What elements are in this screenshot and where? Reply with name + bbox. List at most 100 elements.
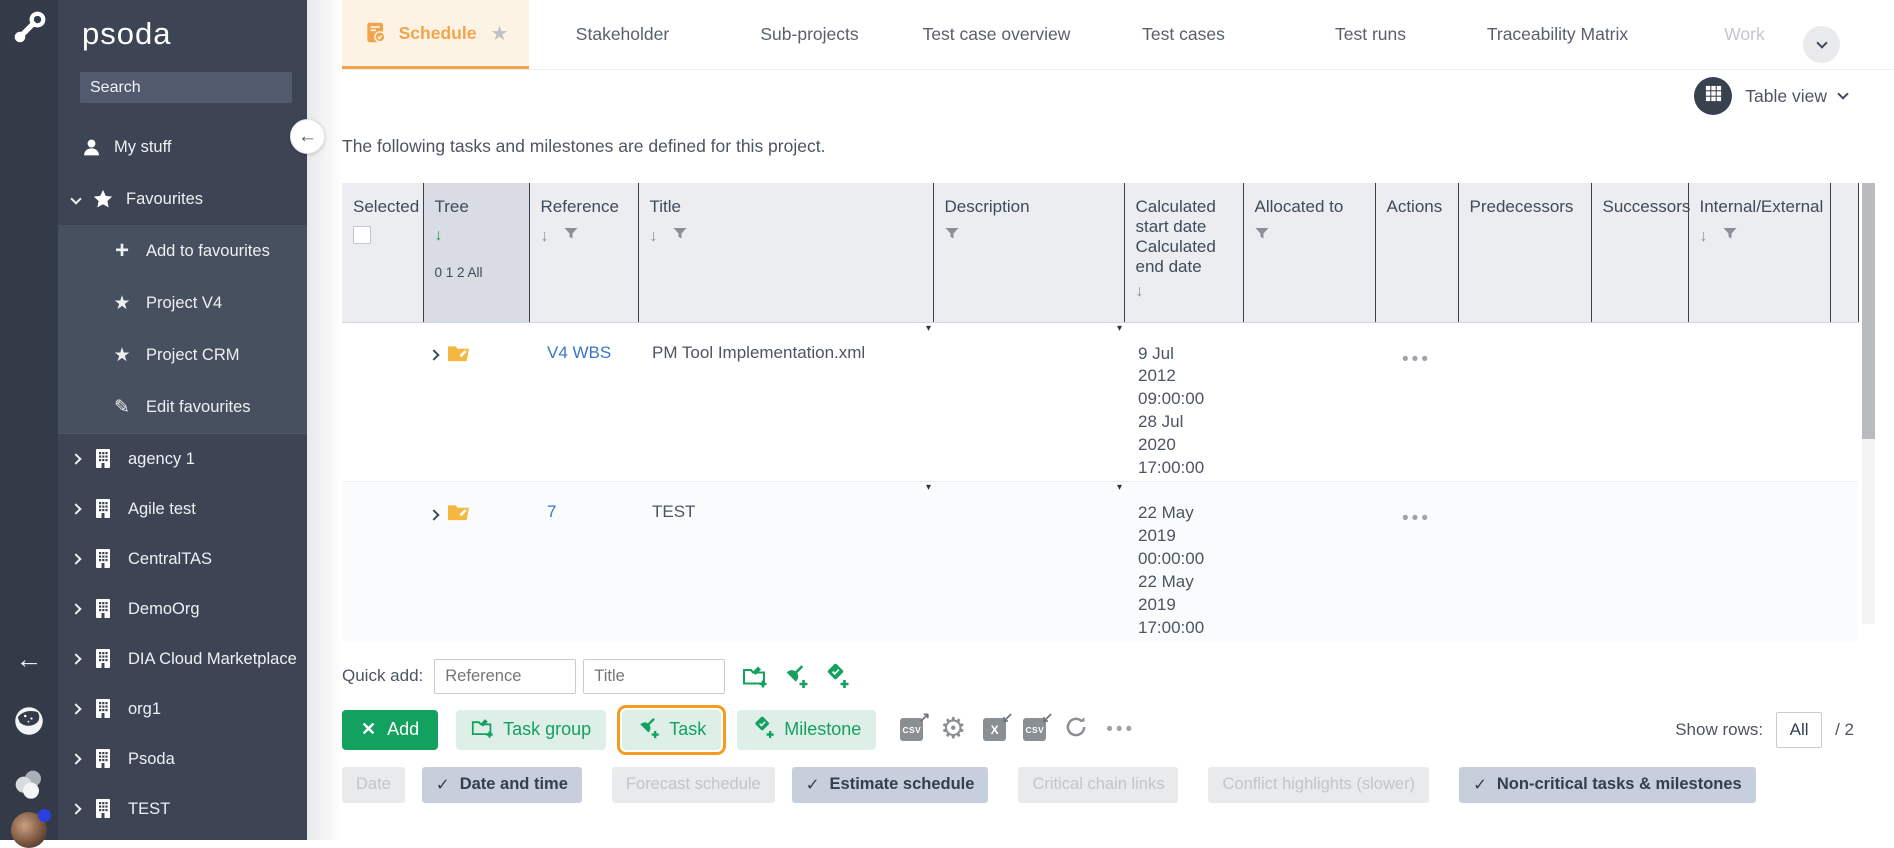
globe-icon[interactable]: [0, 706, 58, 741]
sidebar-back-arrow-icon[interactable]: ←: [15, 644, 43, 674]
toggle-date[interactable]: Date: [342, 766, 405, 803]
settings-button[interactable]: ⚙: [940, 715, 966, 744]
sidebar-item-org1[interactable]: org1: [58, 684, 307, 734]
sidebar-item-psoda[interactable]: Psoda: [58, 734, 307, 784]
toggle-non-critical-tasks[interactable]: ✓ Non-critical tasks & milestones: [1459, 766, 1756, 803]
tab-test-cases[interactable]: Test cases: [1090, 0, 1277, 69]
more-actions-button[interactable]: •••: [1106, 718, 1136, 740]
row-actions-button[interactable]: •••: [1402, 348, 1431, 370]
column-header-title[interactable]: Title ↓: [638, 183, 934, 323]
sidebar-item-agile-test[interactable]: Agile test: [58, 484, 307, 534]
sort-icon[interactable]: ↓: [1699, 227, 1708, 245]
sidebar-item-label: Edit favourites: [146, 397, 251, 416]
view-switcher-label[interactable]: Table view: [1745, 85, 1827, 106]
table-view-button[interactable]: [1694, 77, 1733, 115]
sort-icon[interactable]: ↓: [434, 227, 443, 244]
spanner-logo-icon[interactable]: [11, 10, 47, 51]
tab-test-case-overview[interactable]: Test case overview: [903, 0, 1090, 69]
task-button[interactable]: Task: [617, 704, 727, 755]
filter-icon[interactable]: [564, 227, 578, 246]
collapse-sidebar-button[interactable]: ←: [290, 119, 325, 154]
title-cell[interactable]: TEST ▾: [652, 482, 931, 522]
column-header-predecessors[interactable]: Predecessors: [1458, 183, 1592, 323]
select-all-checkbox[interactable]: [353, 226, 371, 244]
column-header-actions[interactable]: Actions: [1375, 183, 1459, 323]
filter-icon[interactable]: [1255, 227, 1269, 246]
sidebar-item-demoorg[interactable]: DemoOrg: [58, 584, 307, 634]
toggle-critical-chain-links[interactable]: Critical chain links: [1018, 766, 1179, 803]
quick-add-task-icon[interactable]: [783, 663, 809, 689]
sidebar-item-dia-cloud-marketplace[interactable]: DIA Cloud Marketplace: [58, 634, 307, 684]
building-icon: [92, 648, 114, 670]
expand-row-icon[interactable]: [428, 508, 440, 521]
column-header-selected[interactable]: Selected: [342, 183, 424, 323]
column-header-calculated-dates[interactable]: Calculated start date Calculated end dat…: [1124, 183, 1244, 323]
cell-dropdown-handle[interactable]: ▾: [925, 322, 931, 334]
chevron-down-icon[interactable]: [1837, 88, 1849, 100]
task-group-button[interactable]: Task group: [456, 709, 607, 750]
show-rows-input[interactable]: All: [1776, 711, 1823, 748]
column-header-reference[interactable]: Reference ↓: [529, 183, 639, 323]
quick-add-reference-input[interactable]: [434, 658, 577, 694]
quick-add-milestone-icon[interactable]: [824, 663, 850, 689]
sidebar-item-centraltas[interactable]: CentralTAS: [58, 534, 307, 584]
reference-link[interactable]: 7: [547, 502, 557, 522]
description-cell[interactable]: ▾: [933, 322, 1124, 482]
toggle-conflict-highlights[interactable]: Conflict highlights (slower): [1208, 766, 1430, 803]
sort-icon[interactable]: ↓: [540, 227, 549, 245]
toggle-date-and-time[interactable]: ✓ Date and time: [421, 766, 582, 803]
sidebar-item-my-stuff[interactable]: My stuff: [58, 121, 307, 173]
column-header-internal-external[interactable]: Internal/External ↓: [1688, 183, 1831, 323]
scrollbar-thumb[interactable]: [1862, 183, 1875, 439]
more-tabs-button[interactable]: [1803, 26, 1840, 63]
filter-icon[interactable]: [945, 227, 959, 246]
tab-sub-projects[interactable]: Sub-projects: [716, 0, 903, 69]
search-input[interactable]: [80, 72, 292, 103]
tab-test-runs[interactable]: Test runs: [1277, 0, 1464, 69]
filter-icon[interactable]: [673, 227, 687, 246]
column-header-allocated-to[interactable]: Allocated to: [1243, 183, 1376, 323]
refresh-button[interactable]: [1063, 714, 1089, 745]
sidebar-item-project-v4[interactable]: ★ Project V4: [58, 277, 307, 329]
spacer-cell: [1830, 322, 1858, 482]
add-button[interactable]: ✕ Add: [342, 709, 439, 750]
toggle-forecast-schedule[interactable]: Forecast schedule: [611, 766, 775, 803]
milestone-button[interactable]: Milestone: [737, 709, 877, 750]
column-header-successors[interactable]: Successors: [1591, 183, 1690, 323]
sidebar-item-project-crm[interactable]: ★ Project CRM: [58, 329, 307, 381]
cell-dropdown-handle[interactable]: ▾: [925, 482, 931, 494]
expand-row-icon[interactable]: [428, 349, 440, 361]
toggle-estimate-schedule[interactable]: ✓ Estimate schedule: [791, 766, 989, 803]
sort-icon[interactable]: ↓: [649, 227, 658, 245]
column-header-tree[interactable]: Tree ↓ 0 1 2 All: [423, 183, 530, 323]
excel-import-button[interactable]: X ↙: [983, 709, 1013, 742]
favourite-star-icon[interactable]: ★: [490, 22, 509, 45]
row-actions-button[interactable]: •••: [1402, 508, 1431, 530]
cell-dropdown-handle[interactable]: ▾: [1116, 322, 1122, 334]
sidebar-item-label: DIA Cloud Marketplace: [128, 649, 297, 668]
csv-export-button[interactable]: CSV ↗: [900, 709, 930, 742]
tab-bar: Schedule ★ Stakeholder Sub-projects Test…: [342, 0, 1894, 70]
tree-level-links[interactable]: 0 1 2 All: [434, 265, 483, 280]
sidebar-item-edit-favourites[interactable]: ✎ Edit favourites: [58, 381, 307, 433]
tab-work[interactable]: Work: [1651, 0, 1838, 69]
title-cell[interactable]: PM Tool Implementation.xml ▾: [652, 322, 931, 362]
sidebar-item-favourites[interactable]: Favourites: [58, 173, 307, 225]
sidebar-item-test[interactable]: TEST: [58, 784, 307, 834]
tab-stakeholder[interactable]: Stakeholder: [529, 0, 716, 69]
column-header-description[interactable]: Description: [933, 183, 1125, 323]
tab-traceability-matrix[interactable]: Traceability Matrix: [1464, 0, 1651, 69]
quick-add-task-group-icon[interactable]: [742, 663, 768, 689]
avatar[interactable]: [11, 809, 51, 848]
sort-icon[interactable]: ↓: [1135, 283, 1144, 300]
cell-dropdown-handle[interactable]: ▾: [1116, 482, 1122, 494]
sidebar-item-agency-1[interactable]: agency 1: [58, 434, 307, 484]
org-circles-icon[interactable]: [0, 768, 58, 805]
quick-add-title-input[interactable]: [583, 658, 726, 694]
csv-import-button[interactable]: CSV ↙: [1023, 709, 1053, 742]
reference-link[interactable]: V4 WBS: [547, 342, 612, 362]
filter-icon[interactable]: [1723, 227, 1737, 246]
tab-schedule[interactable]: Schedule ★: [342, 0, 529, 69]
sidebar-item-add-to-favourites[interactable]: + Add to favourites: [58, 225, 307, 277]
description-cell[interactable]: ▾: [933, 482, 1124, 641]
